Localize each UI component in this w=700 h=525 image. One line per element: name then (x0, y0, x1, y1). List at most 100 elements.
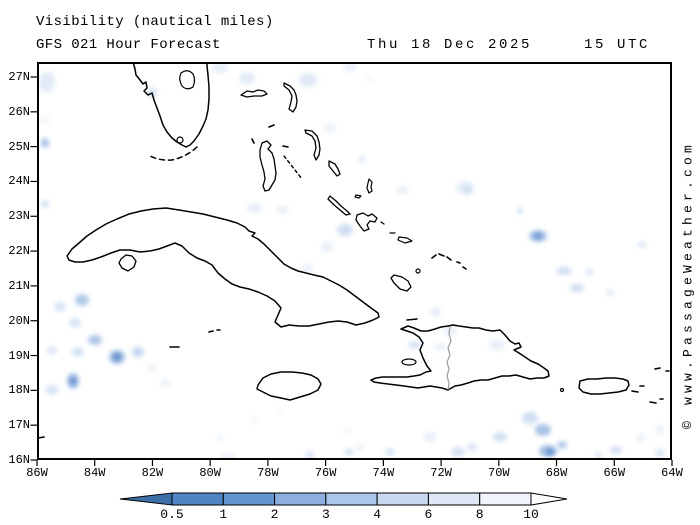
visibility-patch (239, 72, 255, 84)
visibility-patch (546, 449, 554, 455)
virgin-islands (649, 367, 670, 404)
lat-label-17N: 17N (8, 418, 30, 433)
haiti-dr-border (446, 326, 452, 391)
visibility-patch (535, 424, 551, 436)
lon-label-68W: 68W (545, 466, 568, 480)
vieques-culebra-islands (631, 385, 645, 393)
visibility-patch (216, 435, 224, 441)
visibility-patch (72, 347, 84, 357)
visibility-patch (655, 449, 665, 457)
jamaica-coastline (256, 371, 322, 401)
visibility-patch (367, 76, 373, 82)
colorbar-label-2: 2 (270, 507, 279, 522)
visibility-patch (610, 446, 622, 454)
visibility-patch (75, 294, 89, 306)
visibility-patch (113, 353, 121, 361)
visibility-patch (252, 417, 258, 423)
lat-label-26N: 26N (8, 104, 30, 119)
visibility-patch (408, 341, 422, 349)
colorbar-segment (325, 492, 378, 506)
visibility-patch (489, 340, 505, 350)
colorbar-label-3: 3 (321, 507, 330, 522)
lon-label-80W: 80W (199, 466, 221, 480)
visibility-patch (344, 63, 356, 72)
visibility-patch (247, 203, 263, 213)
san-salvador-island (366, 178, 373, 194)
visibility-patch (570, 284, 584, 292)
colorbar-right-arrow (530, 492, 568, 506)
visibility-patch (493, 432, 507, 442)
visibility-patch (54, 302, 66, 312)
visibility-patch (321, 242, 333, 252)
visibility-patch (220, 454, 236, 459)
model-forecast-label: GFS 021 Hour Forecast (36, 37, 221, 53)
visibility-patch (594, 452, 602, 458)
lat-label-16N: 16N (8, 452, 30, 467)
colorbar-segment (222, 492, 276, 506)
colorbar-label-8: 8 (475, 507, 484, 522)
valid-time: 15 UTC (584, 37, 651, 53)
mona-island (559, 387, 565, 393)
hispaniola-coastline (370, 324, 550, 391)
mayaguana-island (389, 232, 413, 244)
visibility-patch (467, 443, 477, 451)
lat-label-23N: 23N (8, 209, 30, 224)
colorbar-scale (119, 492, 568, 506)
lon-label-70W: 70W (488, 466, 510, 480)
colorbar-label-1: 1 (219, 507, 228, 522)
visibility-patch (606, 290, 614, 296)
visibility-patch (41, 200, 49, 208)
visibility-patch (451, 447, 465, 457)
visibility-patch (41, 116, 49, 124)
lon-label-74W: 74W (372, 466, 395, 480)
coastlines (38, 63, 670, 439)
visibility-patch (586, 269, 594, 275)
colorbar-label-6: 6 (424, 507, 433, 522)
puerto-rico-coastline (578, 377, 630, 395)
lon-label-82W: 82W (141, 466, 164, 480)
visibility-patch (456, 181, 474, 195)
visibility-patch (147, 364, 157, 372)
visibility-patch (517, 207, 523, 215)
colorbar-segment (479, 492, 532, 506)
visibility-patch (557, 441, 567, 449)
abaco-island (283, 82, 298, 113)
exuma-cays (283, 155, 303, 180)
visibility-patch (277, 206, 289, 214)
lat-label-18N: 18N (8, 383, 30, 398)
visibility-patch (277, 407, 283, 413)
visibility-patch (556, 267, 572, 275)
lat-label-21N: 21N (8, 278, 30, 293)
colorbar-segment (274, 492, 327, 506)
cayman-islands (169, 329, 221, 348)
visibility-patch (324, 123, 336, 133)
crooked-acklins-islands (355, 212, 385, 232)
valid-date: Thu 18 Dec 2025 (367, 37, 533, 53)
lon-label-64W: 64W (661, 466, 683, 480)
visibility-patch (298, 73, 318, 87)
lon-label-66W: 66W (603, 466, 626, 480)
gonave-island (401, 358, 417, 366)
long-island-bahamas (327, 195, 351, 216)
lat-label-25N: 25N (8, 139, 30, 154)
lon-label-72W: 72W (430, 466, 452, 480)
axis-ticks (30, 76, 673, 466)
visibility-patch (655, 426, 665, 434)
visibility-patch (637, 242, 647, 248)
lat-label-19N: 19N (8, 348, 30, 363)
colorbar-segment (427, 492, 481, 506)
visibility-patch (41, 138, 49, 148)
great-inagua-island (390, 274, 412, 292)
visibility-patch (397, 186, 409, 194)
visibility-patch (45, 385, 59, 395)
lat-label-24N: 24N (8, 174, 30, 189)
colorbar-label-0.5: 0.5 (160, 507, 184, 522)
bimini-berry-cays (251, 124, 289, 148)
visibility-patch (39, 72, 55, 92)
visibility-patch (47, 346, 57, 354)
lat-label-22N: 22N (8, 244, 30, 259)
florida-coastline (132, 63, 210, 148)
colorbar-segment (376, 492, 429, 506)
